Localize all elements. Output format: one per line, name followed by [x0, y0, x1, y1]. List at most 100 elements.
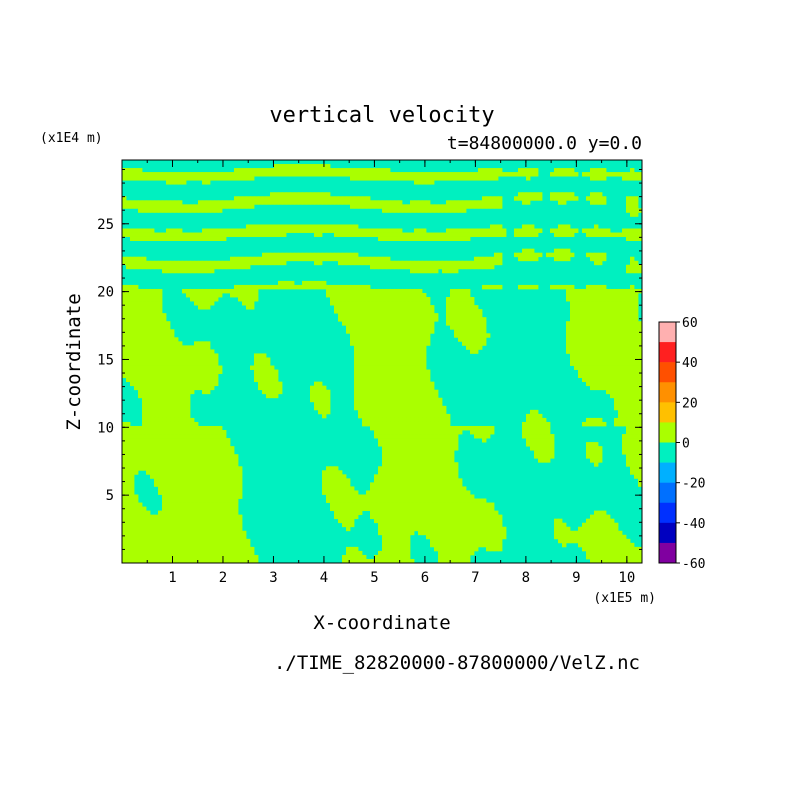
- contour-cell: [602, 373, 607, 379]
- contour-cell: [418, 172, 423, 177]
- contour-cell: [174, 450, 179, 455]
- contour-cell: [478, 341, 483, 346]
- contour-cell: [390, 401, 395, 407]
- contour-cell: [490, 526, 495, 532]
- contour-cell: [626, 409, 631, 415]
- contour-cell: [526, 421, 531, 427]
- contour-cell: [562, 232, 567, 237]
- contour-cell: [522, 421, 527, 427]
- contour-cell: [202, 357, 207, 362]
- contour-cell: [430, 401, 435, 407]
- contour-cell: [370, 256, 375, 262]
- contour-cell: [422, 297, 427, 302]
- contour-cell: [630, 397, 635, 403]
- contour-cell: [158, 288, 163, 294]
- contour-cell: [378, 341, 383, 346]
- contour-cell: [638, 425, 642, 431]
- contour-cell: [474, 349, 479, 354]
- contour-cell: [370, 381, 375, 387]
- contour-cell: [610, 341, 615, 346]
- contour-cell: [354, 168, 359, 173]
- contour-cell: [254, 284, 259, 290]
- contour-cell: [518, 232, 523, 237]
- contour-cell: [638, 361, 642, 366]
- contour-cell: [410, 498, 415, 503]
- contour-cell: [478, 337, 483, 342]
- contour-cell: [334, 490, 339, 495]
- contour-cell: [126, 313, 131, 318]
- contour-cell: [298, 168, 303, 173]
- contour-cell: [370, 413, 375, 419]
- contour-cell: [410, 264, 415, 270]
- contour-cell: [366, 369, 371, 374]
- contour-cell: [458, 301, 463, 306]
- contour-cell: [134, 470, 139, 475]
- contour-cell: [142, 337, 147, 342]
- contour-cell: [434, 486, 439, 491]
- contour-cell: [222, 518, 227, 524]
- contour-cell: [574, 297, 579, 302]
- contour-cell: [358, 385, 363, 391]
- contour-cell: [446, 490, 451, 495]
- contour-cell: [190, 357, 195, 362]
- contour-cell: [126, 297, 131, 302]
- contour-cell: [378, 518, 383, 524]
- contour-cell: [310, 200, 315, 205]
- contour-cell: [622, 333, 627, 338]
- contour-cell: [362, 301, 367, 306]
- contour-cell: [186, 357, 191, 362]
- contour-cell: [230, 176, 235, 181]
- contour-cell: [338, 224, 343, 229]
- contour-cell: [246, 264, 251, 270]
- contour-cell: [262, 172, 267, 177]
- contour-cell: [286, 164, 291, 169]
- contour-cell: [198, 385, 203, 391]
- contour-cell: [238, 522, 243, 528]
- contour-cell: [422, 381, 427, 387]
- contour-cell: [610, 288, 615, 294]
- contour-cell: [486, 526, 491, 532]
- contour-cell: [422, 454, 427, 459]
- contour-cell: [370, 405, 375, 411]
- contour-cell: [182, 442, 187, 447]
- contour-cell: [618, 361, 623, 366]
- contour-cell: [430, 434, 435, 439]
- contour-cell: [402, 301, 407, 306]
- contour-cell: [202, 349, 207, 354]
- contour-cell: [482, 172, 487, 177]
- contour-cell: [138, 228, 143, 233]
- contour-cell: [246, 176, 251, 181]
- contour-cell: [630, 401, 635, 407]
- contour-cell: [582, 321, 587, 326]
- contour-cell: [374, 365, 379, 370]
- contour-cell: [366, 204, 371, 209]
- contour-cell: [406, 417, 411, 423]
- contour-cell: [370, 353, 375, 358]
- contour-cell: [122, 176, 127, 181]
- contour-cell: [366, 284, 371, 290]
- contour-cell: [222, 200, 227, 205]
- contour-cell: [254, 200, 259, 205]
- contour-cell: [210, 490, 215, 495]
- contour-cell: [418, 421, 423, 427]
- contour-cell: [610, 337, 615, 342]
- contour-cell: [122, 518, 127, 524]
- contour-cell: [254, 228, 259, 233]
- contour-cell: [362, 345, 367, 350]
- contour-cell: [630, 365, 635, 370]
- contour-cell: [554, 232, 559, 237]
- contour-cell: [226, 498, 231, 503]
- contour-cell: [194, 482, 199, 487]
- contour-cell: [402, 421, 407, 427]
- contour-cell: [258, 228, 263, 233]
- contour-cell: [370, 204, 375, 209]
- contour-cell: [446, 506, 451, 512]
- contour-cell: [442, 176, 447, 181]
- contour-cell: [578, 292, 583, 298]
- contour-cell: [146, 264, 151, 270]
- contour-cell: [206, 506, 211, 512]
- contour-cell: [290, 256, 295, 262]
- contour-cell: [378, 490, 383, 495]
- contour-cell: [390, 466, 395, 471]
- contour-cell: [618, 393, 623, 399]
